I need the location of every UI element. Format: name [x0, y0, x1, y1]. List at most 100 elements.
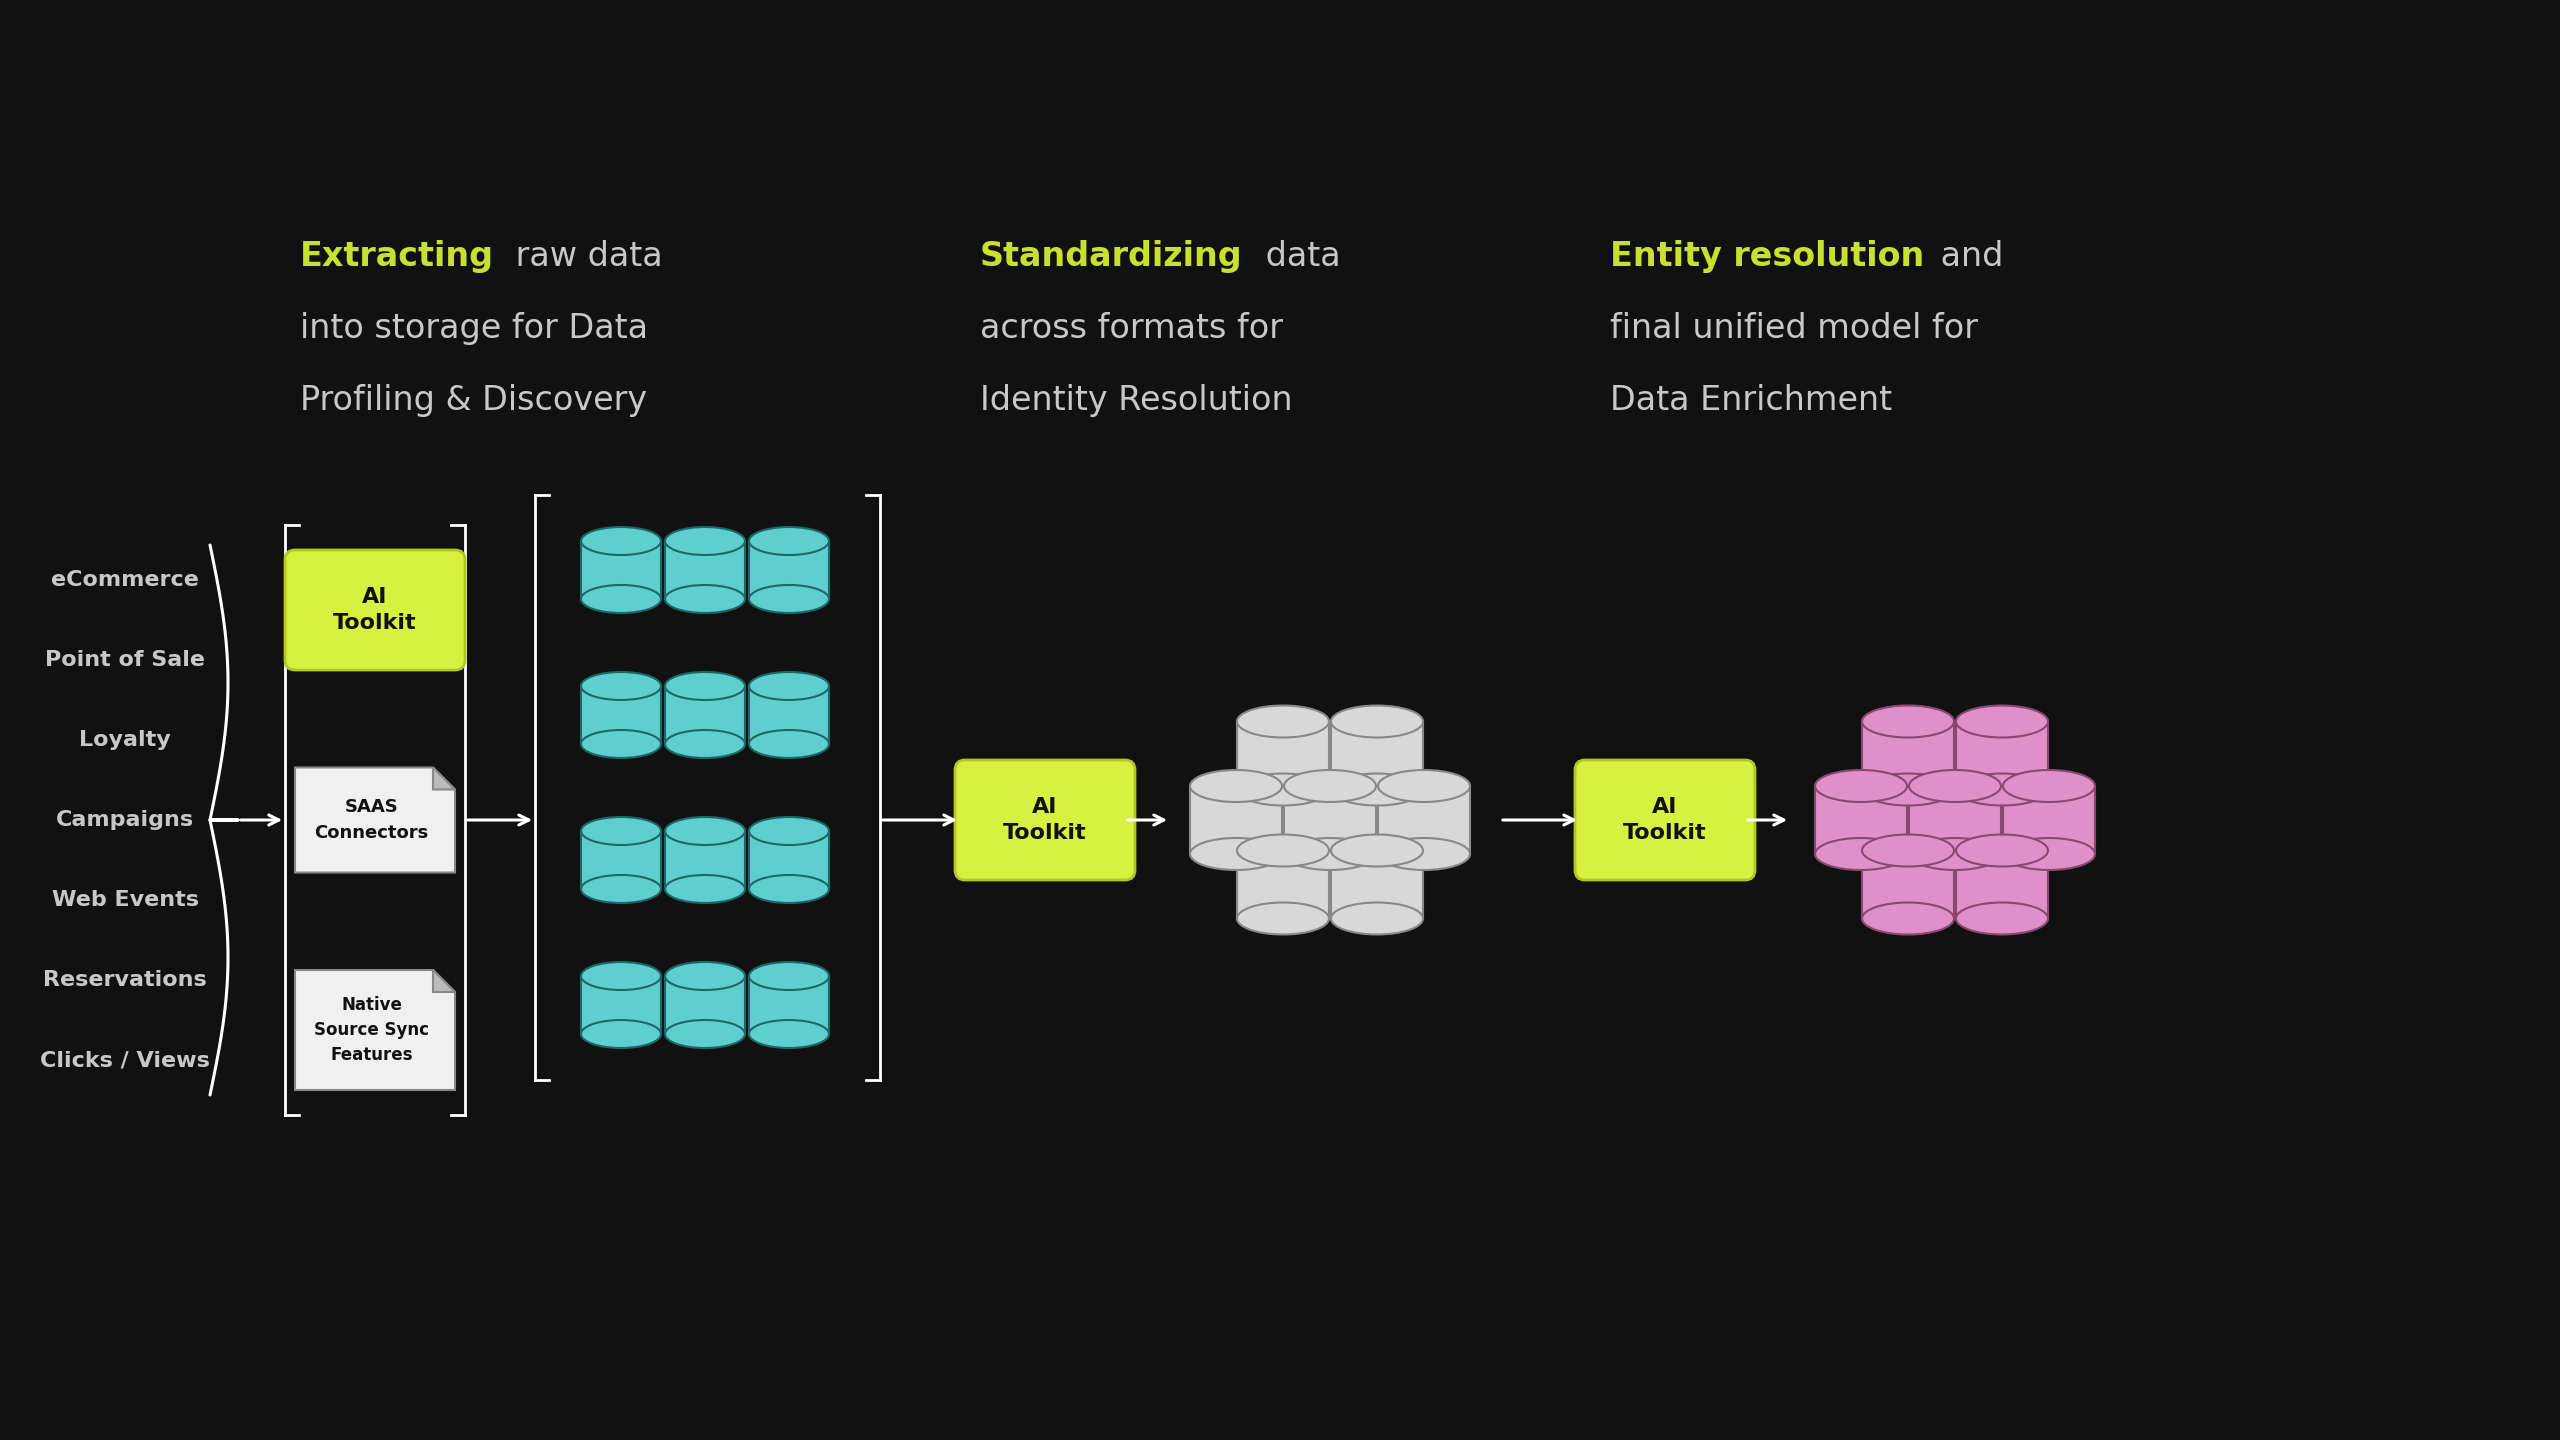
- FancyBboxPatch shape: [1574, 760, 1756, 880]
- Ellipse shape: [750, 730, 829, 757]
- Bar: [666, 541, 745, 599]
- Ellipse shape: [1190, 838, 1283, 870]
- Text: Clicks / Views: Clicks / Views: [41, 1050, 210, 1070]
- Text: Reservations: Reservations: [44, 971, 207, 991]
- Ellipse shape: [581, 876, 660, 903]
- Text: Identity Resolution: Identity Resolution: [980, 384, 1293, 418]
- Text: Data Enrichment: Data Enrichment: [1610, 384, 1892, 418]
- Ellipse shape: [581, 816, 660, 845]
- Ellipse shape: [666, 1020, 745, 1048]
- Bar: [581, 541, 660, 599]
- Ellipse shape: [750, 876, 829, 903]
- Ellipse shape: [750, 527, 829, 554]
- Bar: [1190, 786, 1283, 854]
- Ellipse shape: [581, 730, 660, 757]
- Bar: [1236, 721, 1329, 789]
- Bar: [1377, 786, 1469, 854]
- Bar: [581, 976, 660, 1034]
- Text: AI
Toolkit: AI Toolkit: [1623, 796, 1708, 844]
- Ellipse shape: [666, 527, 745, 554]
- Ellipse shape: [1331, 706, 1423, 737]
- Bar: [750, 685, 829, 744]
- Ellipse shape: [2002, 838, 2094, 870]
- Ellipse shape: [1861, 903, 1953, 935]
- Ellipse shape: [750, 1020, 829, 1048]
- Bar: [1861, 721, 1953, 789]
- Ellipse shape: [666, 876, 745, 903]
- Text: Native
Source Sync
Features: Native Source Sync Features: [315, 996, 430, 1064]
- Ellipse shape: [666, 672, 745, 700]
- Ellipse shape: [666, 962, 745, 991]
- Bar: [581, 831, 660, 888]
- Ellipse shape: [666, 585, 745, 613]
- Bar: [1956, 851, 2048, 919]
- Ellipse shape: [666, 730, 745, 757]
- Ellipse shape: [1861, 773, 1953, 805]
- Ellipse shape: [581, 527, 660, 554]
- Ellipse shape: [581, 672, 660, 700]
- Polygon shape: [433, 768, 456, 789]
- Text: Extracting: Extracting: [300, 240, 494, 274]
- Bar: [1331, 721, 1423, 789]
- Ellipse shape: [666, 816, 745, 845]
- Bar: [1331, 851, 1423, 919]
- Text: Loyalty: Loyalty: [79, 730, 172, 750]
- Text: SAAS
Connectors: SAAS Connectors: [315, 799, 430, 841]
- Bar: [2002, 786, 2094, 854]
- Ellipse shape: [1331, 773, 1423, 805]
- Ellipse shape: [1910, 770, 2002, 802]
- Text: Web Events: Web Events: [51, 890, 200, 910]
- Text: raw data: raw data: [504, 240, 663, 274]
- Ellipse shape: [1377, 770, 1469, 802]
- Bar: [581, 685, 660, 744]
- Text: Profiling & Discovery: Profiling & Discovery: [300, 384, 648, 418]
- Ellipse shape: [1956, 835, 2048, 867]
- Text: AI
Toolkit: AI Toolkit: [1004, 796, 1088, 844]
- Bar: [1910, 786, 2002, 854]
- Bar: [750, 976, 829, 1034]
- Polygon shape: [433, 971, 456, 992]
- Bar: [1956, 721, 2048, 789]
- Text: eCommerce: eCommerce: [51, 570, 200, 590]
- Text: and: and: [1930, 240, 2004, 274]
- Ellipse shape: [1190, 770, 1283, 802]
- Ellipse shape: [1861, 835, 1953, 867]
- Text: final unified model for: final unified model for: [1610, 312, 1979, 346]
- Ellipse shape: [1377, 838, 1469, 870]
- FancyBboxPatch shape: [284, 550, 466, 670]
- Bar: [1285, 786, 1377, 854]
- FancyBboxPatch shape: [955, 760, 1134, 880]
- Ellipse shape: [750, 585, 829, 613]
- Ellipse shape: [1861, 706, 1953, 737]
- Ellipse shape: [1956, 706, 2048, 737]
- Ellipse shape: [581, 1020, 660, 1048]
- Polygon shape: [294, 768, 456, 873]
- Ellipse shape: [581, 962, 660, 991]
- Ellipse shape: [1236, 835, 1329, 867]
- Text: data: data: [1254, 240, 1341, 274]
- Polygon shape: [294, 971, 456, 1090]
- Bar: [1236, 851, 1329, 919]
- Text: across formats for: across formats for: [980, 312, 1283, 346]
- Text: AI
Toolkit: AI Toolkit: [333, 586, 417, 634]
- Bar: [666, 831, 745, 888]
- Text: Entity resolution: Entity resolution: [1610, 240, 1925, 274]
- Text: Campaigns: Campaigns: [56, 809, 195, 829]
- Ellipse shape: [1236, 903, 1329, 935]
- Ellipse shape: [1236, 773, 1329, 805]
- Ellipse shape: [1956, 773, 2048, 805]
- Ellipse shape: [1331, 835, 1423, 867]
- Bar: [666, 976, 745, 1034]
- Ellipse shape: [1910, 838, 2002, 870]
- Ellipse shape: [750, 816, 829, 845]
- Bar: [1815, 786, 1907, 854]
- Ellipse shape: [750, 672, 829, 700]
- Ellipse shape: [1285, 838, 1377, 870]
- Ellipse shape: [2002, 770, 2094, 802]
- Bar: [750, 541, 829, 599]
- Text: into storage for Data: into storage for Data: [300, 312, 648, 346]
- Ellipse shape: [1236, 706, 1329, 737]
- Ellipse shape: [581, 585, 660, 613]
- Ellipse shape: [750, 962, 829, 991]
- Ellipse shape: [1285, 770, 1377, 802]
